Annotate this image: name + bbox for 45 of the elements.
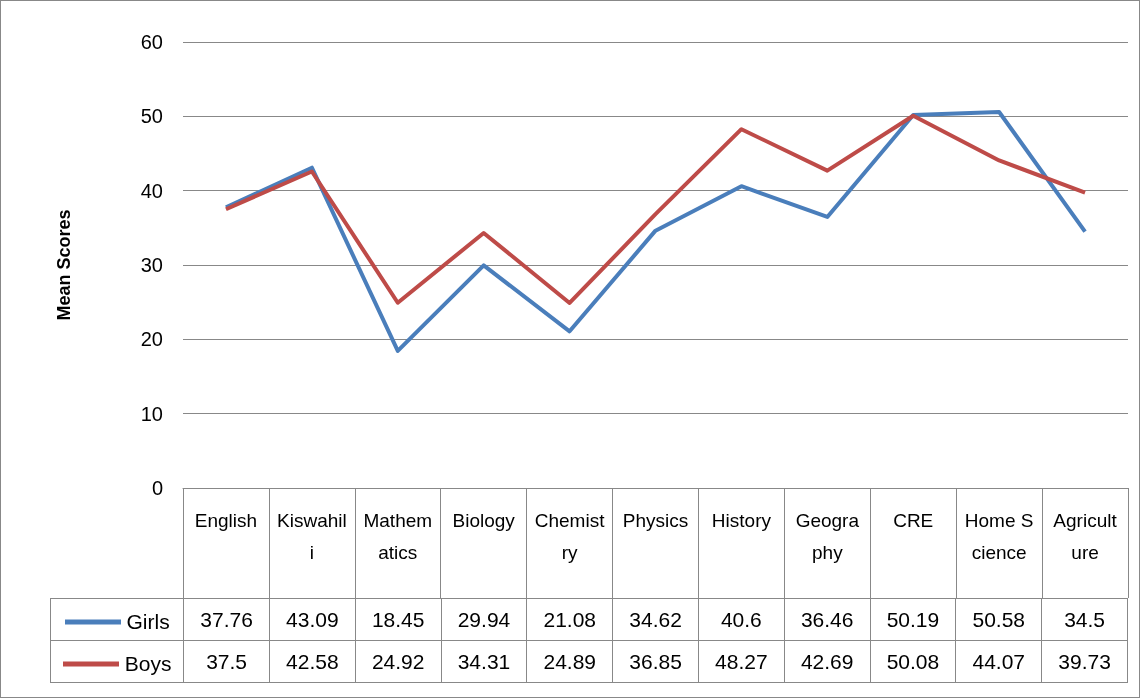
data-label: 29.94 bbox=[441, 598, 527, 641]
x-tick-label: Home Science bbox=[964, 509, 1034, 563]
data-label: 42.69 bbox=[784, 640, 871, 683]
x-tick-label: Mathematics bbox=[363, 509, 433, 563]
x-tick-label: Biology bbox=[452, 509, 516, 531]
data-label: 36.46 bbox=[784, 598, 871, 641]
y-tick-label: 20 bbox=[140, 328, 163, 351]
x-tick-label: English bbox=[194, 509, 258, 531]
x-tick-label: Agriculture bbox=[1053, 509, 1118, 563]
data-label: 40.6 bbox=[698, 598, 785, 641]
data-label: 39.73 bbox=[1041, 640, 1128, 683]
data-label: 50.58 bbox=[955, 598, 1042, 641]
data-label: 37.76 bbox=[183, 598, 270, 641]
data-label: 21.08 bbox=[526, 598, 613, 641]
x-tick-label: Kiswahili bbox=[277, 509, 347, 563]
y-axis-title: Mean Scores bbox=[54, 209, 74, 321]
x-tick-label: Physics bbox=[622, 509, 689, 531]
y-tick-label: 60 bbox=[140, 31, 163, 53]
data-label: 24.92 bbox=[355, 640, 442, 683]
legend-label: Girls bbox=[126, 609, 170, 634]
y-tick-label: 0 bbox=[151, 477, 163, 499]
data-label: 50.19 bbox=[870, 598, 956, 641]
data-label: 48.27 bbox=[698, 640, 785, 683]
x-tick-label: Geography bbox=[795, 509, 860, 563]
data-label: 34.62 bbox=[612, 598, 699, 641]
x-tick-label: History bbox=[711, 509, 772, 531]
line-series bbox=[223, 110, 1088, 353]
data-label: 24.89 bbox=[526, 640, 613, 683]
data-label: 37.5 bbox=[183, 640, 270, 683]
data-label: 36.85 bbox=[612, 640, 699, 683]
data-label: 44.07 bbox=[955, 640, 1042, 683]
data-label: 34.31 bbox=[441, 640, 527, 683]
line-series bbox=[223, 113, 1088, 305]
x-tick-label: Chemistry bbox=[534, 509, 606, 563]
data-label: 34.5 bbox=[1041, 598, 1128, 641]
data-label: 42.58 bbox=[269, 640, 356, 683]
y-tick-label: 10 bbox=[140, 402, 163, 425]
data-label: 43.09 bbox=[269, 598, 356, 641]
legend-label: Boys bbox=[124, 651, 172, 676]
y-tick-label: 30 bbox=[140, 254, 163, 276]
y-tick-label: 50 bbox=[140, 105, 163, 128]
y-tick-label: 40 bbox=[140, 179, 163, 202]
data-label: 18.45 bbox=[355, 598, 442, 641]
x-tick-label: CRE bbox=[893, 509, 934, 531]
data-label: 50.08 bbox=[870, 640, 956, 683]
